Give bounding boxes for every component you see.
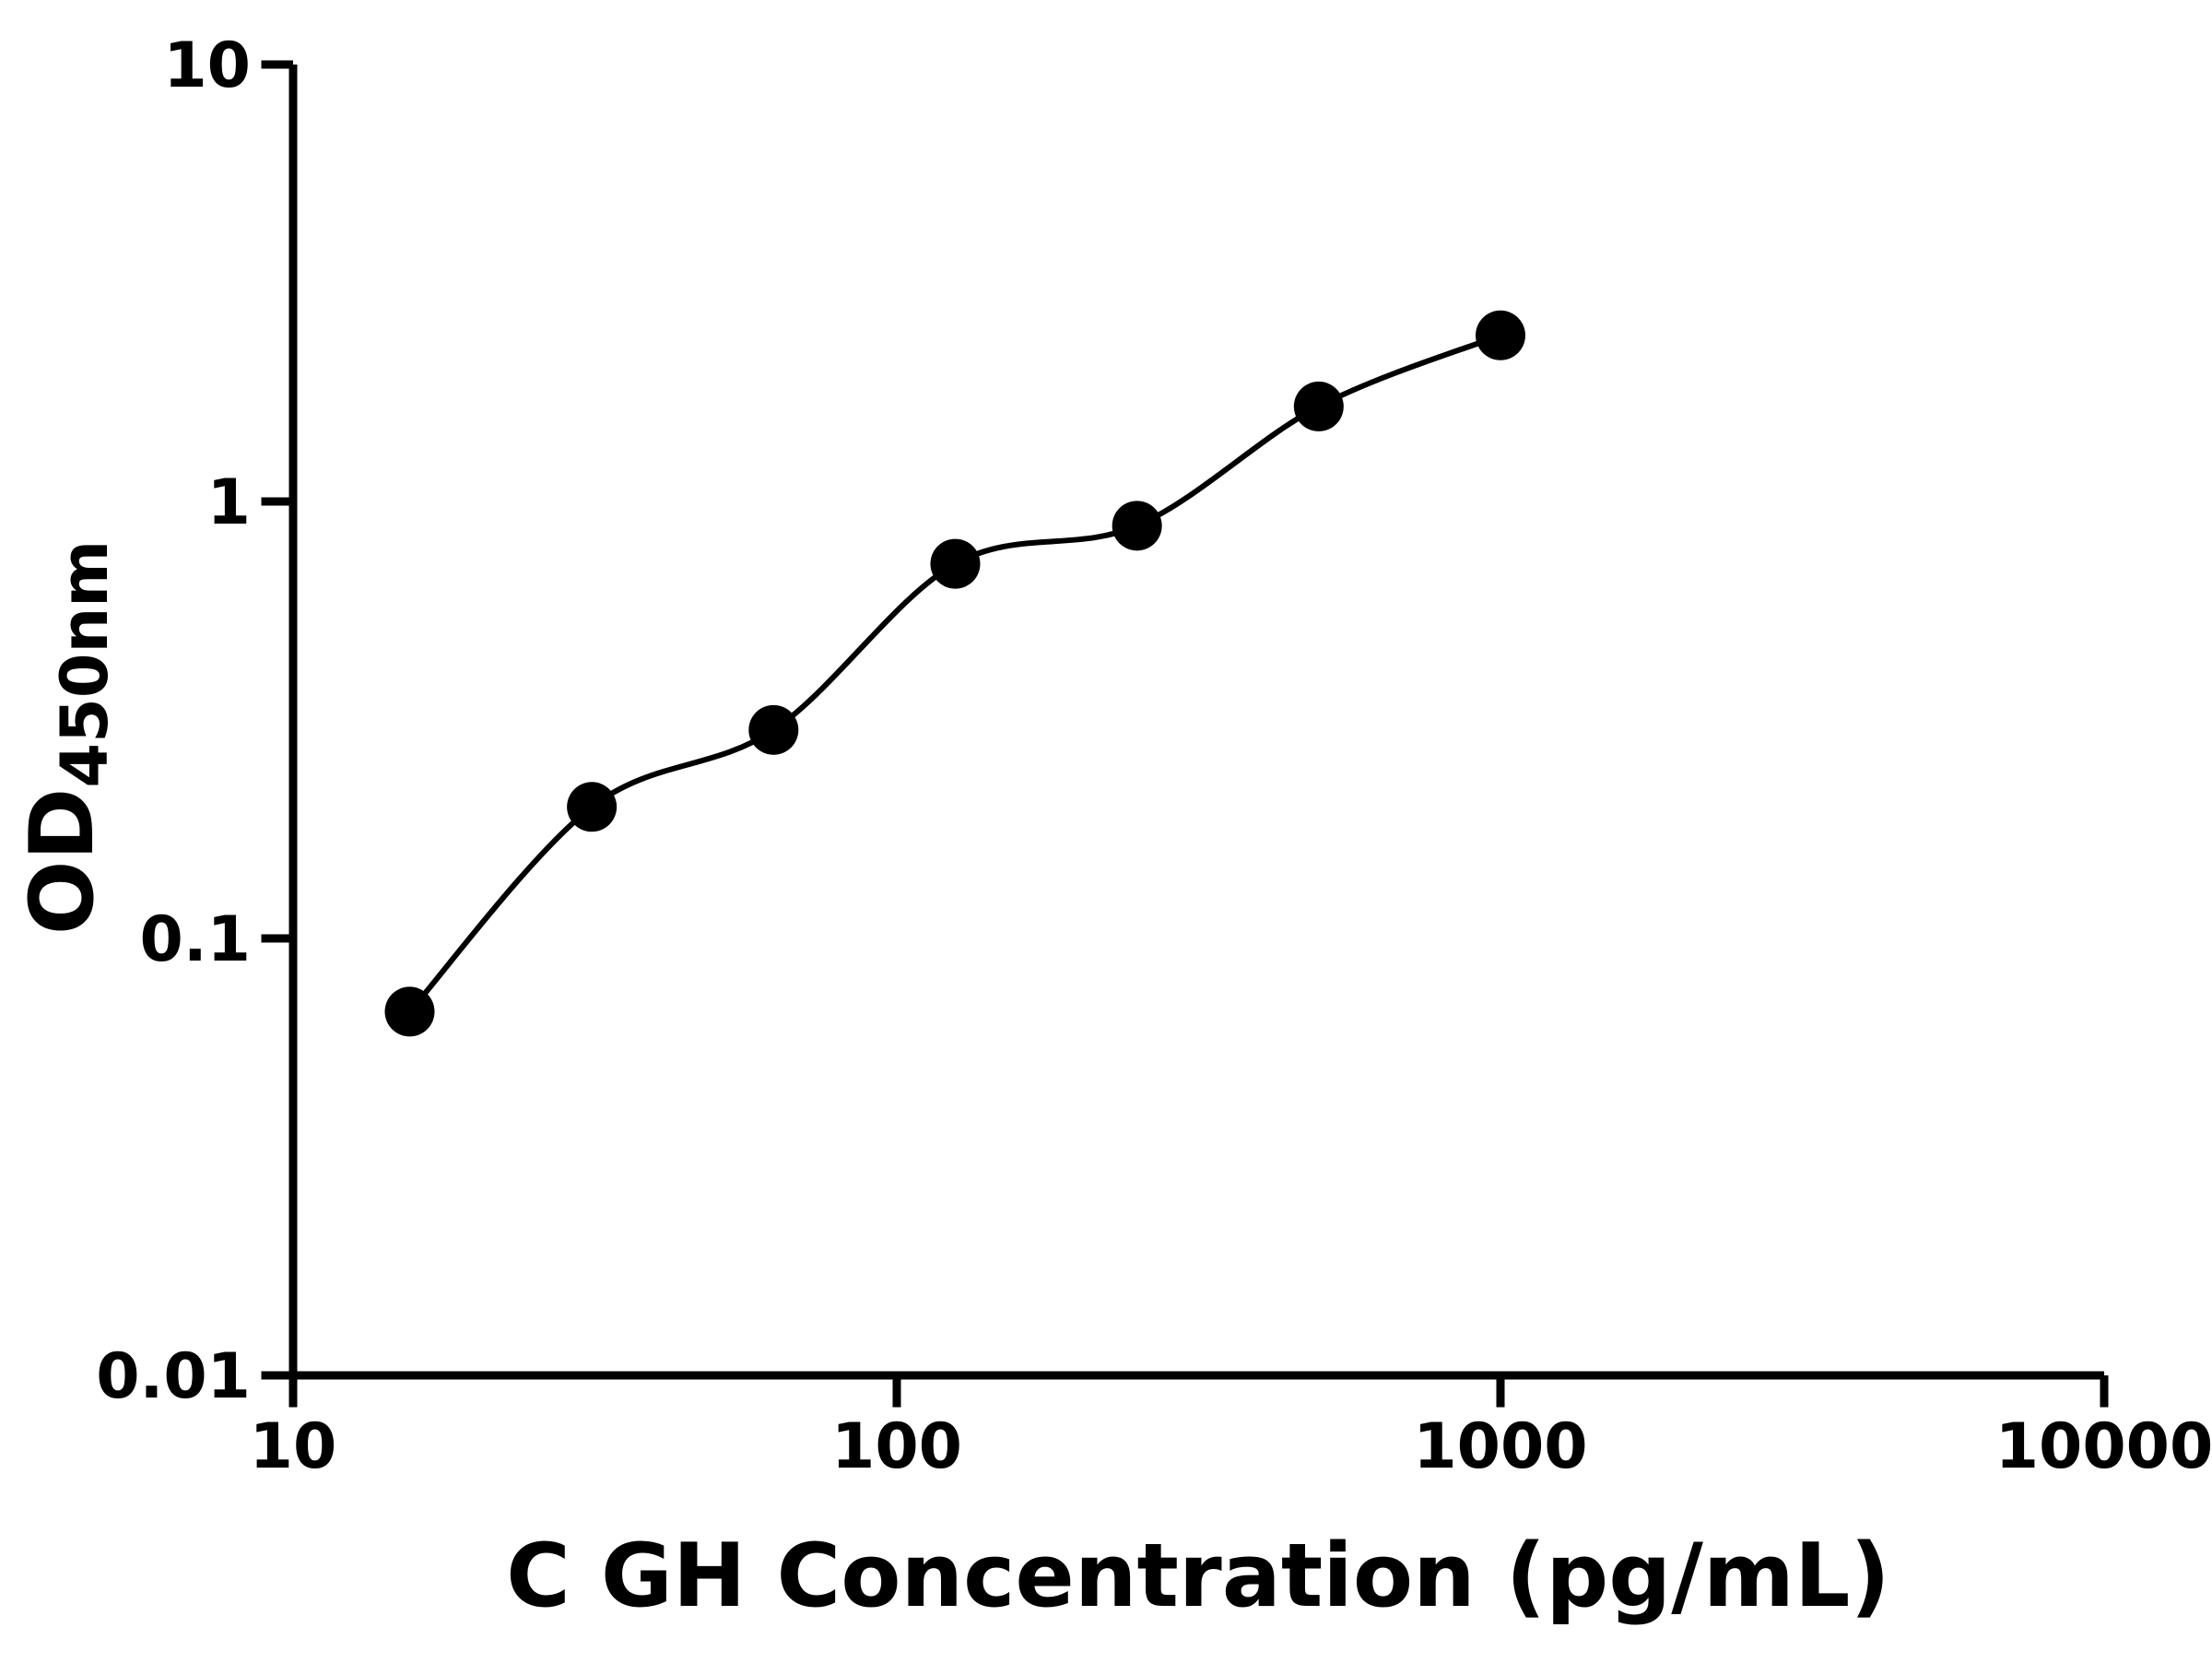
x-axis-tick-label: 1000	[1413, 1410, 1587, 1483]
data-point	[748, 704, 799, 755]
y-axis-title-main: OD	[12, 788, 113, 936]
fit-curve	[407, 332, 1502, 1014]
y-axis-tick-label: 10	[163, 29, 251, 102]
data-point	[930, 538, 981, 589]
y-axis-tick-label: 0.1	[140, 903, 251, 976]
x-axis-tick-label: 10000	[1995, 1410, 2212, 1483]
y-axis-tick-label: 0.01	[96, 1340, 251, 1413]
y-axis-title-sub: 450nm	[47, 540, 123, 788]
data-point	[567, 782, 618, 832]
data-point	[1476, 310, 1525, 360]
data-point	[384, 986, 435, 1037]
axis-spines	[288, 65, 2104, 1380]
y-axis-title: OD450nm	[12, 540, 123, 936]
x-axis-tick-label: 10	[250, 1410, 337, 1483]
x-axis-tick-label: 100	[831, 1410, 962, 1483]
data-point	[1112, 501, 1162, 551]
y-axis-tick-label: 1	[207, 466, 251, 539]
x-axis-title: C GH Concentration (pg/mL)	[506, 1526, 1890, 1627]
data-point	[1293, 381, 1344, 431]
